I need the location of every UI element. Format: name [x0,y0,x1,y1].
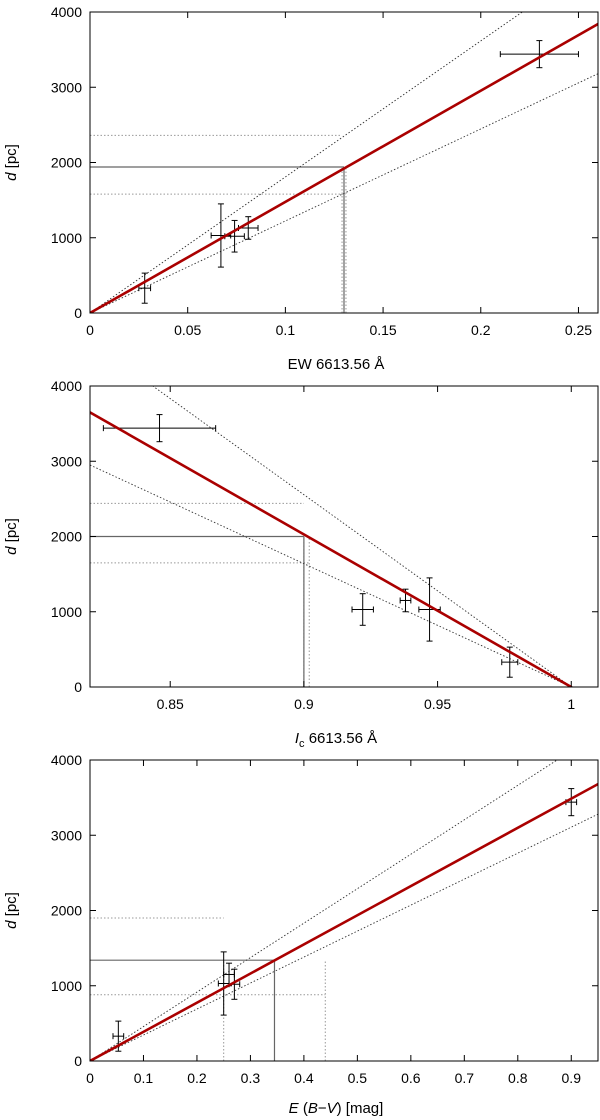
x-tick-label: 1 [567,696,575,712]
x-tick-label: 0.1 [276,322,296,338]
fit-line [90,22,598,313]
x-tick-label: 0.25 [565,322,592,338]
x-tick-label: 0.85 [157,696,184,712]
panel-3: 0 0.1 0.2 0.3 0.4 0.5 0.6 0.7 0.8 0.9 0 1000 2000 300… [3,752,599,1117]
fit-line [90,782,598,1061]
y-tick-label: 2000 [51,155,82,171]
x-tick-label: 0.2 [187,1070,207,1086]
y-tick-label: 4000 [51,378,82,394]
y-tick-label: 4000 [51,4,82,20]
data-point-3 [224,219,245,253]
y-tick-label: 3000 [51,453,82,469]
x-tick-label: 0 [86,1070,94,1086]
x-tick-label: 0.9 [562,1070,582,1086]
y-tick-label: 1000 [51,230,82,246]
fit-bound-2 [90,73,598,313]
y-tick-label: 2000 [51,529,82,545]
panel-2: 0.85 0.9 0.95 1 0 1000 2000 3000 4000 Ic 6613.56 … [3,378,599,750]
plot-frame [89,759,599,1062]
y-tick-label: 2000 [51,903,82,919]
y-tick-label: 1000 [51,604,82,620]
y-tick-label: 0 [74,679,82,695]
x-tick-label: 0.7 [455,1070,475,1086]
y-axis-label: d [pc] [3,144,20,181]
x-tick-label: 0.6 [401,1070,421,1086]
plot-area [90,386,573,687]
x-axis-label: E (B−V) [mag] [289,1100,384,1117]
x-tick-label: 0.8 [508,1070,528,1086]
y-tick-label: 3000 [51,79,82,95]
y-tick-label: 3000 [51,827,82,843]
data-point-1 [102,414,217,443]
y-tick-label: 1000 [51,978,82,994]
x-tick-label: 0.3 [241,1070,261,1086]
fit-bound-2 [90,813,598,1061]
x-tick-label: 0.2 [471,322,491,338]
y-tick-label: 0 [74,1053,82,1069]
data-point-1 [138,272,152,304]
fit-bound-1 [152,386,572,687]
panel-1: 0 0.05 0.1 0.15 0.2 0.25 0 1000 2000 3000 4000 EW 6… [3,4,599,373]
x-tick-label: 0.15 [369,322,396,338]
data-point-5 [499,40,579,69]
x-tick-label: 0.9 [294,696,314,712]
x-tick-label: 0.5 [348,1070,368,1086]
x-tick-label: 0.4 [294,1070,314,1086]
fit-bound-1 [90,12,524,313]
fit-bound-1 [90,760,558,1061]
x-tick-label: 0.95 [424,696,451,712]
data-point-2 [351,593,374,626]
data-point-2 [217,951,230,1016]
x-tick-label: 0.1 [134,1070,154,1086]
fit-line [90,411,573,687]
x-axis-label: EW 6613.56 Å [288,356,385,373]
x-tick-label: 0.05 [174,322,201,338]
plot-area [90,760,598,1061]
x-axis-label: Ic 6613.56 Å [295,730,377,750]
y-axis-label: d [pc] [3,892,20,929]
y-tick-label: 4000 [51,752,82,768]
plot-area [90,12,598,313]
x-tick-label: 0 [86,322,94,338]
y-axis-label: d [pc] [3,518,20,555]
y-tick-label: 0 [74,305,82,321]
fit-bound-2 [90,464,572,687]
